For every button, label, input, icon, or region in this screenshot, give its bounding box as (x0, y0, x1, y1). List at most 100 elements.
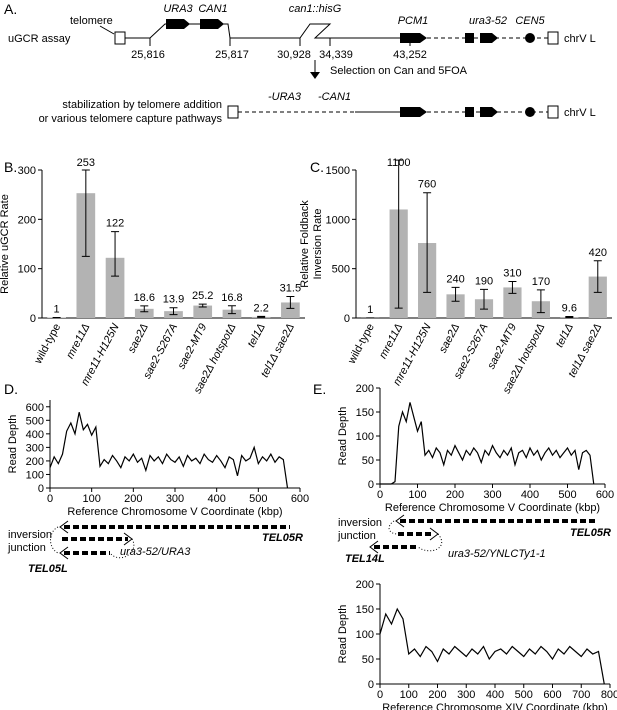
gene-label: CAN1 (198, 3, 227, 15)
x-tick-label: sae2Δ (437, 322, 462, 355)
x-tick-label: 500 (249, 493, 267, 505)
y-tick-label: 150 (356, 407, 374, 419)
x-tick-label: 200 (446, 489, 464, 501)
x-tick-label: 600 (596, 489, 614, 501)
value-label: 18.6 (134, 292, 155, 304)
value-label: 1 (54, 304, 60, 316)
y-axis-label: Relative uGCR Rate (0, 194, 11, 294)
y-tick-label: 0 (30, 313, 36, 325)
chromosome-label: chrV L (564, 107, 596, 119)
y-tick-label: 100 (356, 431, 374, 443)
junction-label: inversion (338, 517, 382, 529)
x-tick-label: 0 (47, 493, 53, 505)
x-tick-label: mre11Δ (64, 322, 92, 361)
value-label: 240 (446, 273, 464, 285)
centromere (525, 107, 535, 117)
deleted-gene: -CAN1 (318, 91, 351, 103)
coordinate: 25,817 (215, 49, 249, 61)
error-bar (451, 286, 460, 302)
y-tick-label: 100 (26, 469, 44, 481)
coordinate: 30,928 (277, 49, 311, 61)
value-label: 31.5 (280, 283, 301, 295)
x-tick-label: 200 (428, 689, 446, 701)
gene-label: PCM1 (398, 15, 429, 27)
bar (134, 308, 154, 318)
x-tick-label: 700 (572, 689, 590, 701)
gene (400, 33, 427, 43)
error-bar (169, 307, 178, 316)
coordinate: 25,816 (131, 49, 165, 61)
y-axis-label: Inversion Rate (312, 209, 324, 280)
x-tick-label: 200 (124, 493, 142, 505)
gene (166, 19, 190, 29)
coordinate: 34,339 (319, 49, 353, 61)
x-axis-label: Reference Chromosome V Coordinate (kbp) (385, 502, 600, 514)
arrow-head (310, 72, 320, 79)
y-axis-label: Read Depth (7, 415, 19, 474)
breakpoint-label: ura3-52/URA3 (120, 546, 191, 558)
x-tick-label: 300 (483, 489, 501, 501)
error-bar (508, 280, 517, 294)
y-tick-label: 50 (362, 654, 374, 666)
outcome-label: or various telomere capture pathways (39, 113, 223, 125)
bar (446, 294, 465, 318)
y-tick-label: 400 (26, 429, 44, 441)
x-tick-label: 300 (166, 493, 184, 505)
gene-label: ura3-52 (469, 15, 507, 27)
y-tick-label: 600 (26, 402, 44, 414)
x-tick-label: wild-type (32, 322, 63, 367)
y-tick-label: 300 (18, 165, 36, 177)
value-label: 1 (367, 304, 373, 316)
arrow-head (429, 527, 439, 541)
y-axis-label: Read Depth (337, 605, 349, 664)
x-tick-label: 600 (291, 493, 309, 505)
x-axis-label: Reference Chromosome XIV Coordinate (kbp… (382, 702, 608, 710)
x-tick-label: 100 (408, 489, 426, 501)
y-tick-label: 0 (368, 479, 374, 491)
x-tick-label: 100 (400, 689, 418, 701)
telomere-label: TEL05R (570, 527, 611, 539)
error-bar (198, 303, 207, 308)
telomere-label: TEL05R (262, 532, 303, 544)
value-label: 25.2 (192, 290, 213, 302)
outcome-label: stabilization by telomere addition (62, 99, 222, 111)
panel-label: E. (313, 381, 326, 397)
error-bar (257, 315, 266, 318)
y-tick-label: 200 (26, 456, 44, 468)
connector (388, 520, 443, 552)
x-tick-label: 500 (515, 689, 533, 701)
value-label: 2.2 (254, 302, 269, 314)
gene (465, 33, 474, 43)
error-bar (423, 192, 432, 293)
value-label: 310 (503, 267, 521, 279)
y-tick-label: 1500 (326, 165, 350, 177)
x-axis-label: Reference Chromosome V Coordinate (kbp) (67, 506, 282, 518)
value-label: 16.8 (221, 292, 242, 304)
error-bar (593, 260, 602, 293)
x-tick-label: 300 (457, 689, 475, 701)
error-bar (286, 296, 295, 309)
bar (503, 287, 522, 318)
y-tick-label: 50 (362, 455, 374, 467)
value-label: 170 (532, 276, 550, 288)
y-tick-label: 1000 (326, 214, 350, 226)
value-label: 190 (475, 275, 493, 287)
x-tick-label: 600 (543, 689, 561, 701)
chromosome (125, 23, 400, 39)
depth-trace (49, 412, 289, 489)
selection-label: Selection on Can and 5FOA (330, 65, 468, 77)
end-box (227, 105, 239, 119)
end-box (547, 105, 559, 119)
x-tick-label: 400 (521, 489, 539, 501)
bar (281, 302, 300, 318)
x-tick-label: 100 (82, 493, 100, 505)
x-tick-label: tel1Δ (554, 322, 576, 350)
coordinate: 43,252 (393, 49, 427, 61)
value-label: 9.6 (562, 303, 577, 315)
panel-e-diagram: inversion junction ura3-52/YNLCTy1-1 TEL… (337, 514, 611, 565)
value-label: 760 (418, 179, 436, 191)
y-tick-label: 300 (26, 442, 44, 454)
panel-label: C. (310, 159, 324, 175)
panel-a: A. uGCR assay telomere URA3 CAN1 can1::h… (4, 1, 596, 125)
